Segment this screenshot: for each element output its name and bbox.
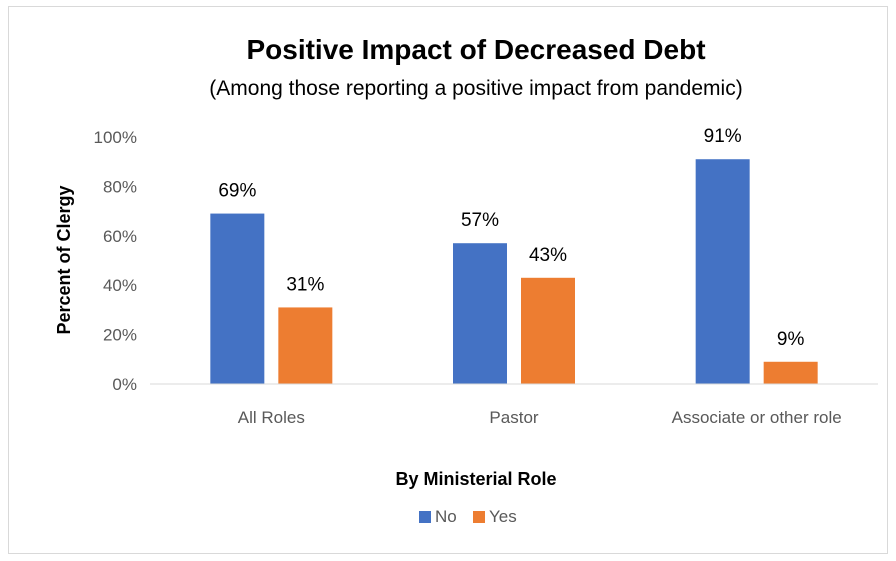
y-tick-label: 100% bbox=[94, 128, 137, 147]
x-tick-label: Pastor bbox=[489, 408, 538, 427]
legend-swatch-no bbox=[419, 511, 431, 523]
bar-no bbox=[453, 243, 507, 384]
data-label: 31% bbox=[286, 274, 324, 295]
chart-frame bbox=[8, 6, 888, 554]
y-tick-label: 80% bbox=[103, 177, 137, 196]
bar-yes bbox=[763, 361, 818, 384]
chart-title: Positive Impact of Decreased Debt bbox=[246, 34, 705, 65]
x-tick-label: All Roles bbox=[238, 408, 305, 427]
y-tick-label: 60% bbox=[103, 227, 137, 246]
y-axis-title: Percent of Clergy bbox=[54, 185, 74, 334]
bar-no bbox=[210, 213, 265, 384]
data-label: 91% bbox=[704, 126, 742, 147]
legend: No Yes bbox=[419, 507, 517, 526]
data-label: 43% bbox=[529, 245, 567, 266]
y-tick-label: 0% bbox=[112, 375, 137, 394]
legend-label: No bbox=[435, 507, 457, 526]
y-tick-label: 40% bbox=[103, 276, 137, 295]
x-tick-label: Associate or other role bbox=[672, 408, 842, 427]
x-axis-title: By Ministerial Role bbox=[395, 469, 556, 489]
data-label: 57% bbox=[461, 210, 499, 231]
data-label: 9% bbox=[777, 329, 805, 350]
bar-yes bbox=[521, 277, 575, 384]
legend-label: Yes bbox=[489, 507, 517, 526]
bar-no bbox=[695, 159, 750, 384]
data-label: 69% bbox=[218, 181, 256, 202]
bar-yes bbox=[278, 307, 333, 384]
chart-subtitle: (Among those reporting a positive impact… bbox=[209, 77, 742, 100]
y-tick-label: 20% bbox=[103, 326, 137, 345]
legend-swatch-yes bbox=[473, 511, 485, 523]
